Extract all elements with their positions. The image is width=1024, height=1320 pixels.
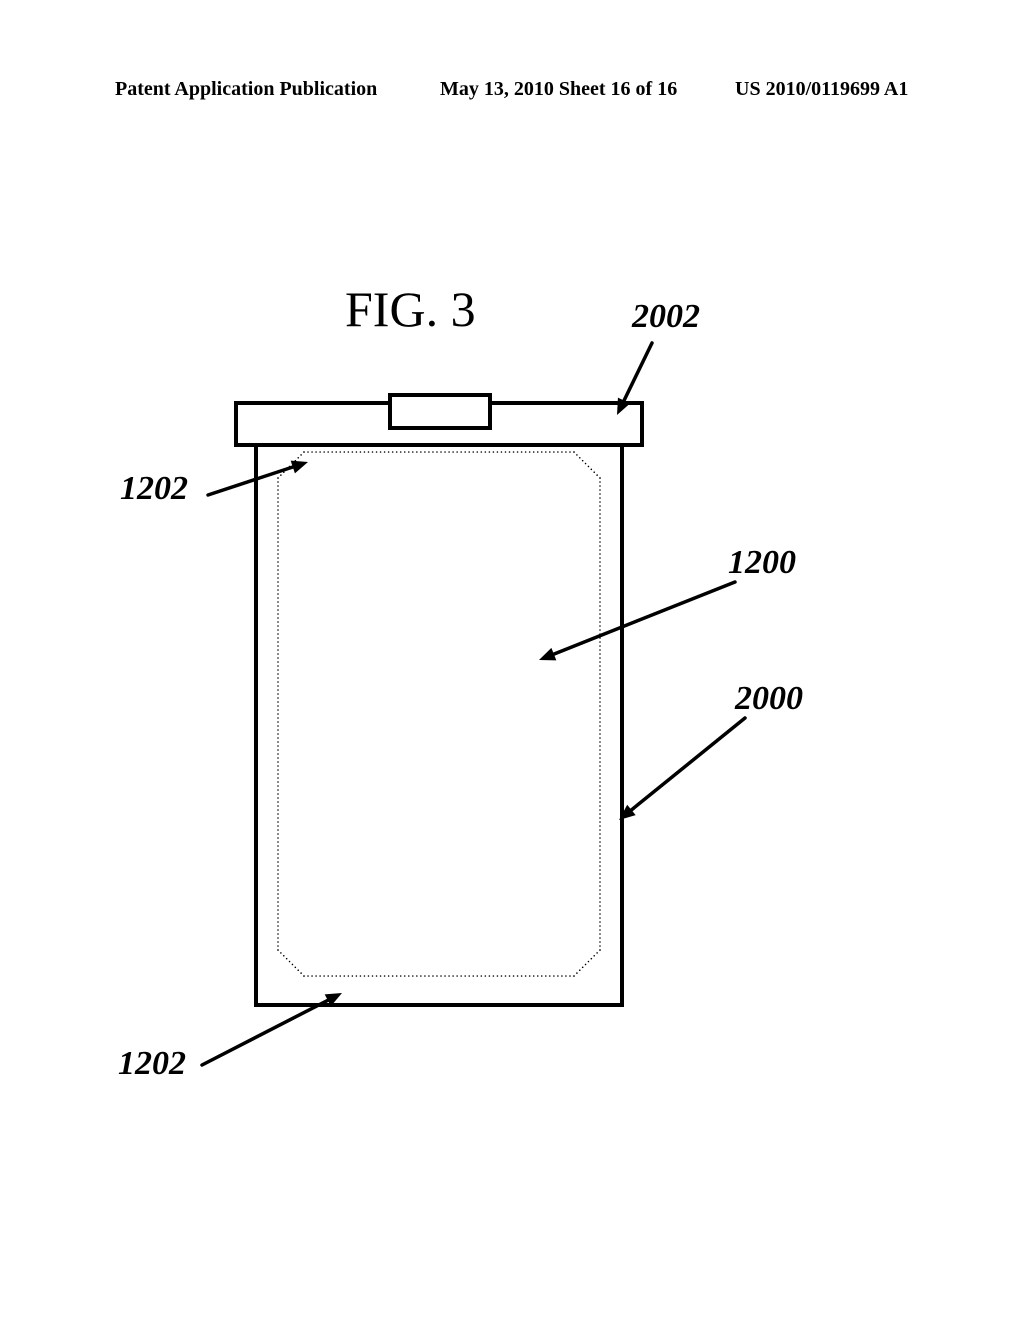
ref-label-1202-4: 1202 xyxy=(118,1045,186,1083)
ref-label-1202-1: 1202 xyxy=(120,470,188,508)
ref-label-1200-2: 1200 xyxy=(728,544,796,582)
figure-title: FIG. 3 xyxy=(345,280,476,338)
ref-label-2002-0: 2002 xyxy=(632,298,700,336)
figure-3: FIG. 3 2002 1202 1200 2000 1202 xyxy=(0,0,1024,1320)
figure-svg xyxy=(0,0,1024,1320)
ref-label-2000-3: 2000 xyxy=(735,680,803,718)
